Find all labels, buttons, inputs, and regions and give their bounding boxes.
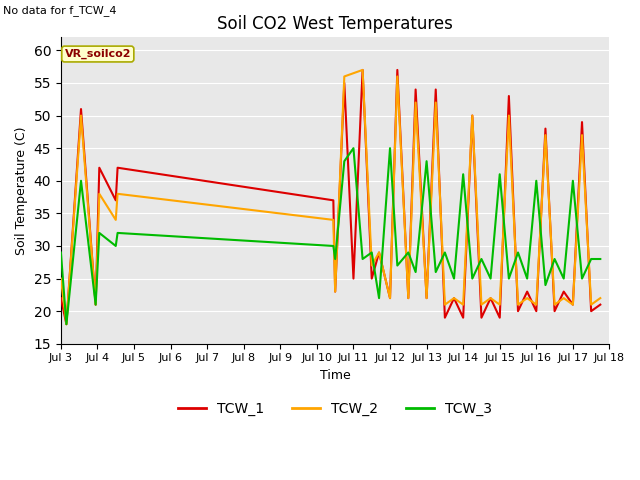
X-axis label: Time: Time bbox=[320, 369, 351, 382]
Text: No data for f_TCW_4: No data for f_TCW_4 bbox=[3, 5, 116, 16]
Text: VR_soilco2: VR_soilco2 bbox=[65, 49, 131, 59]
Title: Soil CO2 West Temperatures: Soil CO2 West Temperatures bbox=[217, 15, 453, 33]
Y-axis label: Soil Temperature (C): Soil Temperature (C) bbox=[15, 126, 28, 255]
Legend: TCW_1, TCW_2, TCW_3: TCW_1, TCW_2, TCW_3 bbox=[173, 396, 497, 422]
